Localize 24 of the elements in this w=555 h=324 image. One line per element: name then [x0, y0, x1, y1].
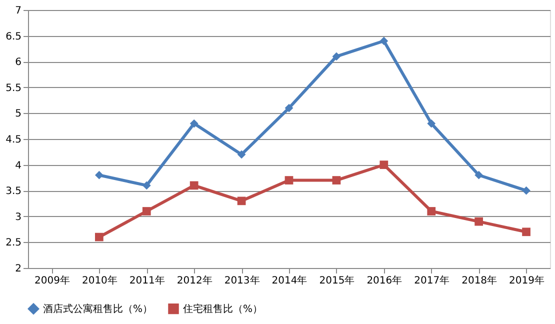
y-tick-label: 3 — [15, 212, 22, 223]
x-tick-label: 2017年 — [414, 274, 450, 286]
y-tick-label: 5.5 — [6, 82, 22, 94]
x-tick-label: 2016年 — [366, 274, 402, 286]
legend-label: 酒店式公寓租售比（%） — [43, 302, 153, 315]
x-tick-label: 2012年 — [176, 274, 212, 286]
legend-label: 住宅租售比（%） — [183, 302, 263, 315]
x-tick-label: 2014年 — [272, 274, 308, 286]
x-tick-label: 2009年 — [34, 274, 70, 286]
x-tick-label: 2019年 — [509, 274, 544, 286]
x-tick-label: 2018年 — [462, 274, 498, 286]
y-tick-label: 7 — [15, 6, 22, 16]
y-tick-label: 5 — [15, 108, 22, 120]
y-tick-label: 2 — [15, 264, 22, 274]
y-tick-label: 6.5 — [6, 31, 22, 42]
x-tick-label: 2010年 — [82, 274, 118, 286]
x-tick-label: 2013年 — [224, 274, 260, 286]
x-tick-label: 2011年 — [129, 274, 165, 286]
x-tick-label: 2015年 — [319, 274, 355, 286]
y-tick-label: 2.5 — [6, 238, 22, 249]
y-tick-label: 3.5 — [6, 186, 22, 198]
y-tick-label: 6 — [15, 57, 22, 68]
y-tick-label: 4 — [15, 160, 22, 172]
y-tick-label: 4.5 — [6, 134, 22, 146]
